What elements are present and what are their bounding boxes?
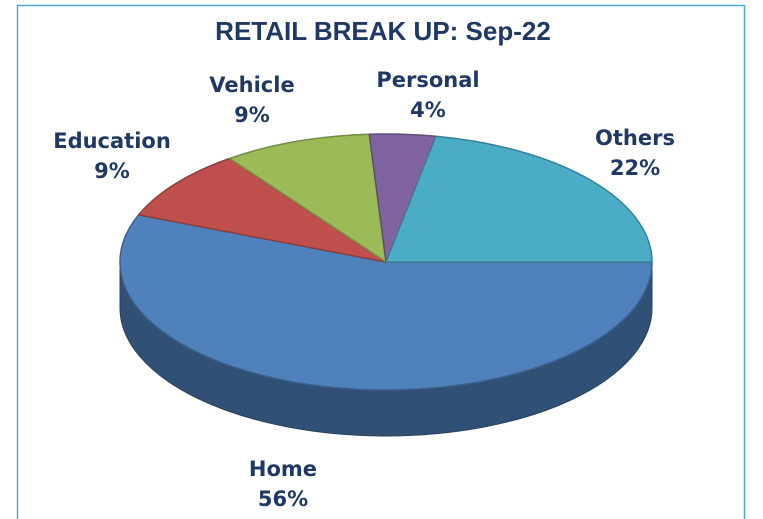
pie-slice <box>119 214 653 391</box>
slice-name: Education <box>53 129 171 153</box>
slice-value-label: 4% <box>410 98 446 122</box>
pie-slice <box>227 133 387 264</box>
slice-name: Home <box>249 457 317 481</box>
pie-slice <box>137 157 387 263</box>
slice-name: Others <box>595 126 675 150</box>
slice-name: Personal <box>376 68 479 92</box>
slice-value-label: 22% <box>610 156 660 180</box>
pie-slice <box>384 135 653 263</box>
slice-value-label: 56% <box>258 487 308 511</box>
slice-name: Vehicle <box>209 73 294 97</box>
slice-value-label: 9% <box>94 159 130 183</box>
chart-title: RETAIL BREAK UP: Sep-22 <box>215 16 551 46</box>
slice-value-label: 9% <box>234 103 270 127</box>
pie-tops <box>119 133 653 391</box>
labels: Home 56% Education 9% Vehicle 9% Personal 4% Oth… <box>53 68 675 511</box>
